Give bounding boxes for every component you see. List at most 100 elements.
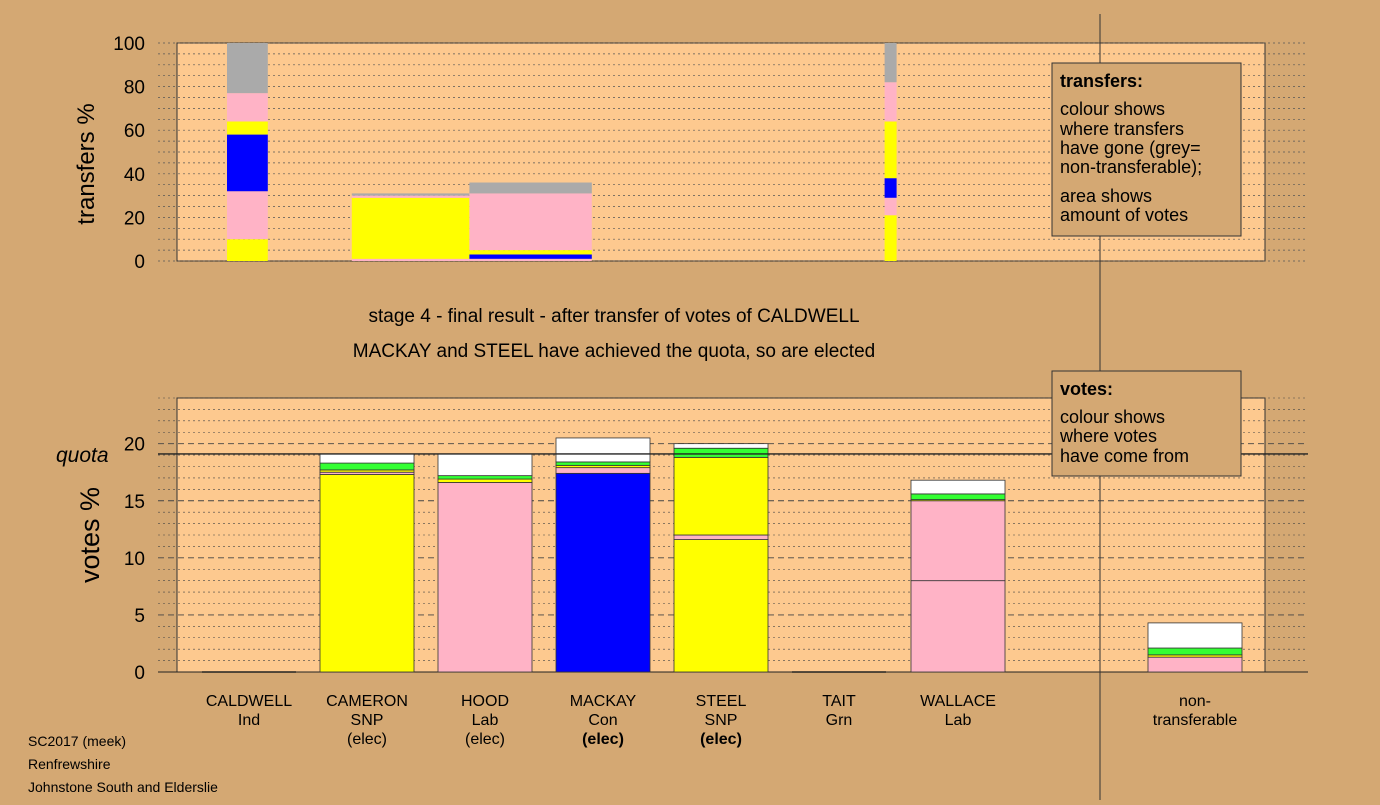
vote-segment <box>437 482 533 673</box>
footer-line: Renfrewshire <box>28 756 111 772</box>
vote-segment <box>555 461 651 466</box>
vote-segment <box>1147 647 1243 656</box>
votes-y-tick-label: 5 <box>134 606 145 627</box>
candidate-party: Lab <box>945 712 972 729</box>
candidate-elected: (elec) <box>465 731 505 748</box>
transfer-segment <box>227 134 268 192</box>
vote-segment <box>673 443 769 449</box>
transfer-segment <box>884 121 897 179</box>
transfers-legend-line: where transfers <box>1059 119 1184 139</box>
transfers-legend-title: transfers: <box>1060 71 1143 91</box>
transfers-y-tick-label: 80 <box>124 78 145 99</box>
candidate-elected: (elec) <box>347 731 387 748</box>
quota-label: quota <box>56 444 109 467</box>
nontransferable-label: non- <box>1179 693 1211 710</box>
vote-segment <box>1147 656 1243 673</box>
vote-segment <box>910 580 1006 673</box>
candidate-name: STEEL <box>696 693 747 710</box>
result-text: MACKAY and STEEL have achieved the quota… <box>353 341 875 362</box>
votes-y-tick-label: 10 <box>124 549 145 570</box>
candidate-elected: (elec) <box>700 731 742 748</box>
vote-segment <box>437 478 533 483</box>
vote-segment <box>437 453 533 477</box>
vote-segment <box>319 453 415 464</box>
candidate-name: HOOD <box>461 693 509 710</box>
candidate-name: MACKAY <box>570 693 637 710</box>
transfer-segment <box>469 258 592 261</box>
votes-y-tick-label: 15 <box>124 492 145 513</box>
votes-legend-title: votes: <box>1060 379 1113 399</box>
nontransferable-label: transferable <box>1153 712 1238 729</box>
candidate-elected: (elec) <box>582 731 624 748</box>
votes-legend-line: where votes <box>1059 426 1157 446</box>
candidate-name: WALLACE <box>920 693 996 710</box>
footer: SC2017 (meek) Renfrewshire Johnstone Sou… <box>28 733 218 795</box>
votes-y-tick-label: 20 <box>124 435 145 456</box>
transfer-segment <box>351 195 470 198</box>
transfer-segment <box>884 43 897 83</box>
transfer-segment <box>351 193 470 196</box>
vote-segment <box>1147 622 1243 649</box>
footer-line: Johnstone South and Elderslie <box>28 779 218 795</box>
transfer-segment <box>351 258 470 261</box>
transfers-legend-box <box>1051 62 1242 237</box>
transfers-legend: transfers: colour shows where transfers … <box>1051 62 1242 237</box>
transfers-y-tick-label: 0 <box>134 252 145 273</box>
votes-legend-line: colour shows <box>1060 407 1165 427</box>
vote-segment <box>555 467 651 474</box>
transfer-segment <box>227 93 268 122</box>
transfers-legend-line: area shows <box>1060 186 1152 206</box>
vote-segment <box>673 447 769 458</box>
transfers-y-tick-label: 100 <box>113 34 145 55</box>
candidate-party: SNP <box>351 712 384 729</box>
votes-legend-box <box>1051 370 1242 477</box>
candidate-party: SNP <box>705 712 738 729</box>
transfer-segment <box>351 197 470 259</box>
transfers-y-tick-label: 20 <box>124 208 145 229</box>
transfer-segment <box>884 215 897 261</box>
transfer-segment <box>469 250 592 255</box>
vote-segment <box>910 493 1006 501</box>
vote-segment <box>437 475 533 480</box>
transfers-legend-line: amount of votes <box>1060 205 1188 225</box>
candidate-labels: CALDWELL Ind CAMERON SNP (elec) HOOD Lab (elec)… <box>206 693 1237 748</box>
candidate-name: CALDWELL <box>206 693 292 710</box>
transfer-segment <box>884 197 897 216</box>
vote-segment <box>673 534 769 540</box>
transfer-segment <box>227 191 268 240</box>
votes-legend-line: have come from <box>1060 446 1189 466</box>
votes-y-axis-label: votes % <box>75 487 105 583</box>
candidate-party: Con <box>588 712 617 729</box>
transfer-segment <box>469 254 592 259</box>
vote-segment <box>673 456 769 536</box>
candidate-name: TAIT <box>822 693 856 710</box>
candidate-party: Lab <box>472 712 499 729</box>
vote-segment <box>319 474 415 673</box>
transfer-segment <box>469 182 592 194</box>
votes-plot: quota 0 5 10 15 20 votes % <box>56 397 1308 684</box>
transfer-segment <box>469 193 592 251</box>
vote-segment <box>555 437 651 463</box>
transfer-segment <box>227 239 268 261</box>
vote-segment <box>555 472 651 673</box>
transfer-segment <box>884 178 897 198</box>
transfer-segment <box>884 82 897 122</box>
vote-segment <box>673 539 769 673</box>
vote-segment <box>319 462 415 471</box>
transfers-legend-line: have gone (grey= <box>1060 138 1201 158</box>
candidate-party: Ind <box>238 712 260 729</box>
candidate-party: Grn <box>826 712 853 729</box>
candidate-name: CAMERON <box>326 693 408 710</box>
vote-segment <box>910 479 1006 495</box>
transfers-y-tick-label: 40 <box>124 165 145 186</box>
votes-y-tick-label: 0 <box>134 663 145 684</box>
transfer-segment <box>227 121 268 135</box>
transfer-segment <box>227 43 268 94</box>
stage-text: stage 4 - final result - after transfer … <box>368 306 859 327</box>
footer-line: SC2017 (meek) <box>28 733 126 749</box>
votes-legend: votes: colour shows where votes have com… <box>1051 370 1242 477</box>
transfers-y-axis-label: transfers % <box>73 103 100 224</box>
transfers-y-tick-label: 60 <box>124 121 145 142</box>
